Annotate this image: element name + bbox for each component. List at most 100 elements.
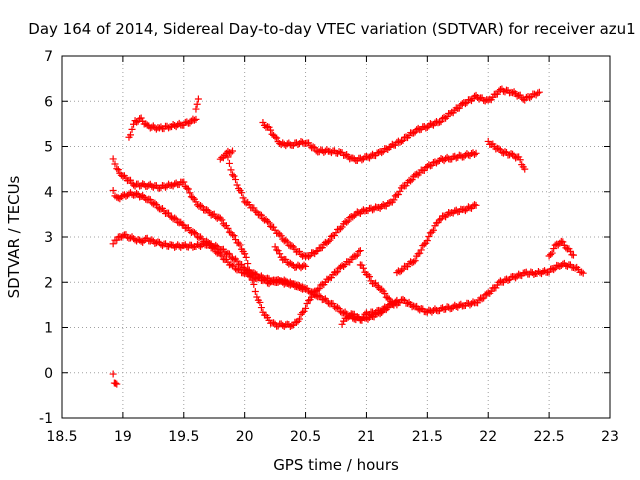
data-point [428,308,436,316]
data-point [112,379,120,387]
data-point [228,171,236,179]
data-point [295,248,303,256]
data-point [232,236,240,244]
data-point [509,89,517,97]
data-point [189,194,197,202]
data-point [320,296,328,304]
data-point [180,178,188,186]
data-point [475,95,483,103]
data-point [338,320,346,328]
data-point [309,143,317,151]
data-point [154,204,162,212]
data-point [452,302,460,310]
data-point [151,199,159,207]
data-point [478,295,486,303]
data-point [127,131,134,139]
data-point [352,252,360,260]
data-point [203,237,211,245]
data-point [534,89,542,97]
data-point [128,125,136,133]
data-point [209,243,217,251]
data-point [250,280,258,288]
data-point [280,276,288,284]
data-point [443,113,451,121]
x-tick-label: 19 [114,429,132,445]
data-point [113,380,121,388]
data-point [425,161,433,169]
data-point [212,248,220,256]
x-tick-label: 18.5 [46,429,77,445]
data-point [471,151,479,159]
data-point [195,234,203,242]
data-point [227,261,235,269]
data-point [496,277,504,285]
data-point [253,275,261,283]
data-point [426,120,434,128]
data-point [404,299,412,307]
data-point [343,218,351,226]
data-point [559,238,567,246]
data-point [283,140,291,148]
data-point [282,236,290,244]
data-point [539,268,547,276]
data-point [315,292,323,300]
data-point [428,120,436,128]
data-point [171,121,179,129]
y-axis-title: SDTVAR / TECUs [5,175,23,298]
data-point [288,260,296,268]
data-point [448,304,456,312]
data-point [244,260,252,268]
data-series [109,155,364,331]
data-point [119,232,127,240]
data-point [194,95,202,103]
data-point [114,194,122,202]
data-point [472,149,480,157]
data-point [260,275,268,283]
data-point [471,201,479,209]
data-point [429,226,437,234]
data-point [536,269,544,277]
data-point [225,159,233,167]
data-point [353,208,361,216]
data-point [271,133,279,141]
data-point [466,301,474,309]
data-point [233,181,241,189]
data-series [109,187,310,293]
data-point [219,220,227,228]
data-point [451,207,459,215]
data-point [493,90,501,98]
data-point [309,249,317,257]
data-point [133,118,141,126]
data-point [276,140,284,148]
data-point [457,300,465,308]
data-point [338,223,346,231]
data-point [242,268,250,276]
data-point [330,303,338,311]
data-point [375,203,383,211]
data-point [327,274,335,282]
data-point [257,304,265,312]
data-point [309,290,317,298]
data-point [469,202,477,210]
data-point [137,192,145,200]
data-point [143,121,151,129]
data-point [562,262,570,270]
data-point [168,181,176,189]
data-point [471,92,479,100]
data-point [294,141,302,149]
x-tick-label: 23 [601,429,619,445]
data-point [280,237,288,245]
data-point [264,123,271,131]
data-point [550,266,558,274]
data-point [405,176,413,184]
data-point [286,322,294,330]
data-point [460,153,468,161]
data-point [535,88,543,96]
data-point [411,257,419,265]
data-point [562,244,570,252]
data-series [109,370,121,388]
data-point [569,251,577,259]
data-point [359,206,367,214]
data-point [270,223,278,231]
data-point [190,229,198,237]
